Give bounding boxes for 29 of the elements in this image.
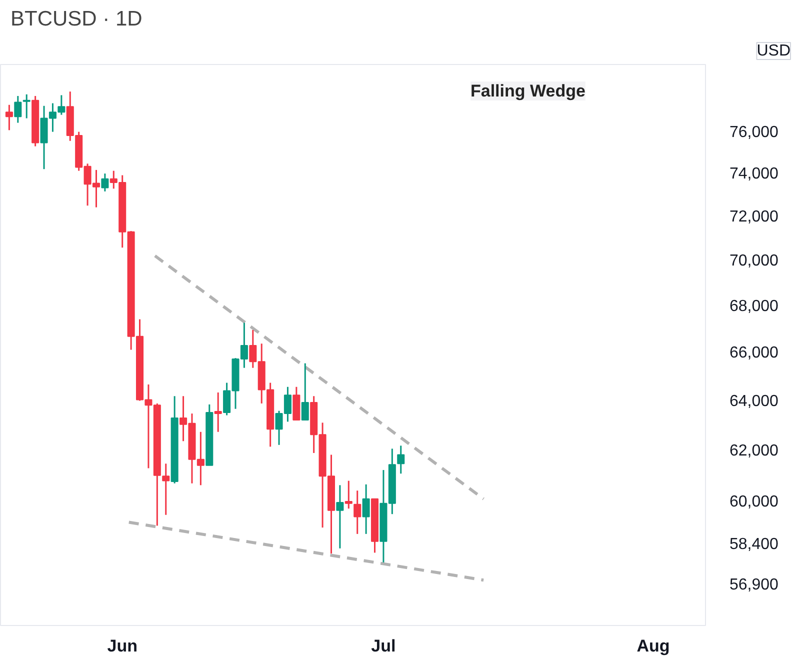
- candlestick: [22, 94, 30, 120]
- candlestick: [14, 95, 22, 124]
- candlestick: [336, 484, 344, 550]
- candlestick: [101, 172, 109, 192]
- candlestick: [5, 104, 13, 131]
- candlestick: [397, 444, 405, 474]
- x-tick-label: Aug: [636, 636, 670, 656]
- candlestick: [214, 392, 222, 433]
- y-tick-label: 72,000: [730, 208, 779, 226]
- y-tick-label: 76,000: [730, 124, 779, 141]
- y-tick-label: 74,000: [730, 166, 779, 183]
- candlestick: [344, 480, 352, 510]
- y-tick-label: 66,000: [730, 344, 779, 362]
- annotation: Falling Wedge: [470, 82, 586, 100]
- y-tick-label: 64,000: [730, 392, 779, 410]
- candlestick: [362, 484, 370, 535]
- y-tick-label: 56,900: [730, 576, 779, 594]
- candlestick: [301, 362, 309, 421]
- chart-title: BTCUSD · 1D: [10, 8, 142, 30]
- y-tick-label: 70,000: [730, 252, 779, 270]
- y-tick-label: 58,400: [730, 536, 779, 554]
- x-tick-label: Jun: [107, 636, 138, 656]
- y-tick-label: 62,000: [730, 442, 779, 460]
- x-tick-label: Jul: [371, 636, 396, 656]
- candlestick: [162, 462, 170, 516]
- candlestick: [354, 490, 362, 535]
- text: USD: [756, 42, 790, 60]
- y-tick-label: 60,000: [730, 494, 779, 511]
- y-tick-label: 68,000: [730, 298, 779, 315]
